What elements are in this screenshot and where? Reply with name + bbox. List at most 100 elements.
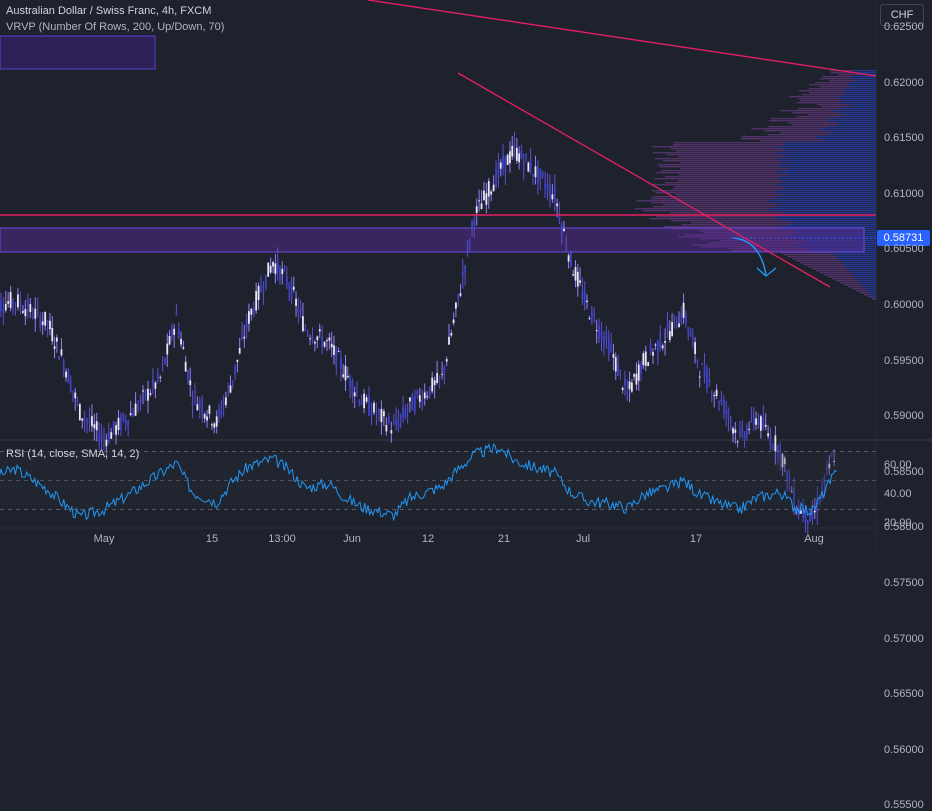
vrvp-row-down bbox=[838, 112, 876, 114]
currency-button[interactable]: CHF bbox=[880, 4, 924, 26]
vrvp-row-up bbox=[784, 254, 835, 256]
vrvp-row-down bbox=[845, 84, 876, 86]
candle-body bbox=[790, 491, 793, 493]
vrvp-row-down bbox=[827, 126, 876, 128]
candle-body bbox=[98, 435, 101, 443]
candle-body bbox=[480, 203, 483, 210]
candle-body bbox=[302, 316, 304, 332]
candle-body bbox=[335, 347, 338, 367]
candle-body bbox=[127, 420, 130, 427]
candle-body bbox=[21, 311, 24, 313]
candle-body bbox=[175, 310, 178, 315]
candle-body bbox=[105, 439, 108, 447]
candle-body bbox=[283, 268, 286, 270]
candle-body bbox=[607, 340, 610, 356]
vrvp-row-down bbox=[874, 298, 876, 300]
candle-body bbox=[213, 423, 216, 428]
candle-body bbox=[363, 393, 365, 409]
candle-body bbox=[368, 397, 370, 416]
candle-body bbox=[351, 381, 354, 395]
candle-body bbox=[177, 328, 180, 336]
candle-body bbox=[81, 418, 84, 421]
price-chart[interactable] bbox=[0, 0, 932, 550]
vrvp-row-up bbox=[740, 138, 815, 140]
projection-arrow bbox=[732, 237, 767, 276]
candle-body bbox=[475, 206, 478, 214]
candle-body bbox=[218, 408, 220, 413]
vrvp-row-down bbox=[784, 188, 876, 190]
candle-body bbox=[715, 389, 718, 397]
last-price-badge: 0.58731 bbox=[877, 230, 930, 246]
candle-body bbox=[411, 394, 414, 411]
candle-body bbox=[120, 417, 122, 431]
candle-body bbox=[67, 370, 70, 384]
candle-body bbox=[788, 475, 791, 481]
candle-body bbox=[691, 336, 694, 340]
price-tick-label: 0.57500 bbox=[884, 577, 924, 589]
candle-body bbox=[51, 327, 54, 342]
vrvp-row-up bbox=[677, 180, 787, 182]
vrvp-row-up bbox=[666, 154, 782, 156]
candle-body bbox=[397, 420, 400, 429]
vrvp-row-down bbox=[777, 164, 876, 166]
candle-body bbox=[750, 413, 753, 415]
candle-body bbox=[53, 346, 56, 349]
vrvp-row-up bbox=[815, 82, 849, 84]
candle-body bbox=[767, 433, 770, 437]
candle-body bbox=[409, 397, 411, 402]
candle-body bbox=[117, 417, 120, 430]
candle-body bbox=[490, 191, 493, 195]
candle-body bbox=[455, 302, 457, 309]
candle-body bbox=[41, 321, 44, 325]
candle-body bbox=[26, 299, 29, 313]
vrvp-row-up bbox=[703, 232, 799, 234]
price-tick-label: 0.62500 bbox=[884, 21, 924, 33]
candle-body bbox=[112, 421, 115, 431]
vrvp-row-down bbox=[841, 98, 876, 100]
vrvp-row-down bbox=[783, 148, 876, 150]
vrvp-row-up bbox=[676, 150, 787, 152]
candle-body bbox=[769, 436, 772, 446]
candle-body bbox=[222, 401, 225, 406]
candle-body bbox=[497, 162, 500, 176]
vrvp-row-down bbox=[827, 120, 876, 122]
vrvp-row-down bbox=[768, 200, 876, 202]
vrvp-row-down bbox=[771, 210, 876, 212]
candle-body bbox=[593, 313, 596, 317]
candle-body bbox=[793, 488, 795, 508]
candle-body bbox=[551, 194, 554, 200]
candle-body bbox=[86, 419, 88, 422]
candle-body bbox=[539, 168, 542, 179]
candle-body bbox=[612, 354, 615, 358]
candle-body bbox=[196, 404, 199, 411]
candle-body bbox=[762, 417, 765, 429]
vrvp-row-down bbox=[783, 212, 876, 214]
candle-body bbox=[656, 340, 659, 354]
candle-body bbox=[74, 392, 77, 399]
vrvp-row-up bbox=[840, 282, 860, 284]
price-tick-label: 0.55500 bbox=[884, 799, 924, 811]
vrvp-indicator-label[interactable]: VRVP (Number Of Rows, 200, Up/Down, 70) bbox=[6, 21, 225, 33]
candle-body bbox=[661, 345, 664, 349]
candle-body bbox=[567, 255, 570, 262]
vrvp-row-down bbox=[863, 286, 876, 288]
candle-body bbox=[180, 338, 182, 345]
candle-body bbox=[288, 285, 291, 289]
vrvp-row-down bbox=[865, 288, 876, 290]
vrvp-row-down bbox=[870, 294, 876, 296]
candle-body bbox=[156, 372, 159, 380]
candle-body bbox=[276, 258, 279, 272]
candle-body bbox=[586, 300, 588, 303]
symbol-title[interactable]: Australian Dollar / Swiss Franc, 4h, FXC… bbox=[6, 5, 212, 17]
vrvp-row-down bbox=[786, 150, 876, 152]
candle-body bbox=[154, 382, 157, 389]
vrvp-row-down bbox=[845, 92, 876, 94]
candle-body bbox=[243, 336, 246, 339]
candle-body bbox=[518, 153, 521, 163]
candle-body bbox=[741, 426, 744, 434]
vrvp-row-down bbox=[783, 220, 876, 222]
vrvp-row-up bbox=[659, 166, 779, 168]
rsi-indicator-label[interactable]: RSI (14, close, SMA, 14, 2) bbox=[6, 448, 140, 460]
candle-body bbox=[736, 441, 739, 443]
